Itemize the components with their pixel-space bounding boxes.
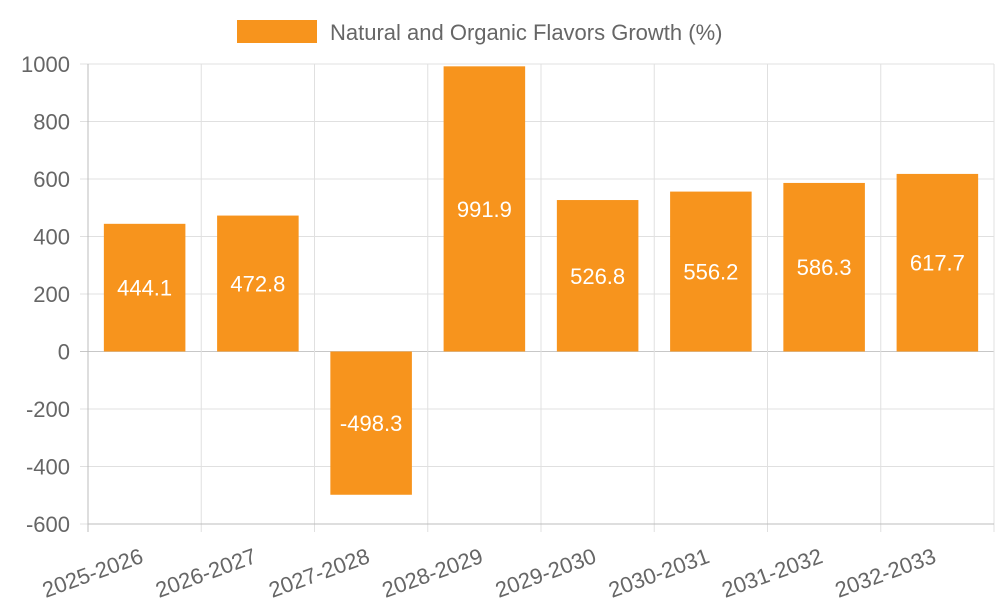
y-tick-label: 0 xyxy=(58,340,70,365)
x-tick-label: 2028-2029 xyxy=(379,543,486,600)
x-tick-label: 2030-2031 xyxy=(605,543,712,600)
bar[interactable] xyxy=(783,182,865,352)
data-label: 586.3 xyxy=(797,255,852,280)
data-label: 556.2 xyxy=(683,260,738,285)
data-label: -498.3 xyxy=(340,411,402,436)
legend-swatch xyxy=(237,20,317,43)
bar[interactable] xyxy=(443,66,526,352)
bar[interactable] xyxy=(330,351,412,495)
x-tick-label: 2026-2027 xyxy=(152,543,259,600)
y-tick-label: 800 xyxy=(33,110,70,135)
y-tick-label: 600 xyxy=(33,167,70,192)
y-tick-label: 200 xyxy=(33,282,70,307)
bar[interactable] xyxy=(217,215,299,352)
x-tick-label: 2029-2030 xyxy=(492,543,599,600)
y-tick-label: -600 xyxy=(26,512,70,537)
y-tick-label: -200 xyxy=(26,397,70,422)
x-tick-label: 2025-2026 xyxy=(39,543,146,600)
y-tick-label: -400 xyxy=(26,455,70,480)
data-label: 526.8 xyxy=(570,264,625,289)
data-label: 444.1 xyxy=(117,276,172,301)
y-axis: 1000 800 600 400 200 0 -200 -400 -600 xyxy=(21,52,70,537)
data-label: 991.9 xyxy=(457,197,512,222)
x-tick-label: 2032-2033 xyxy=(832,543,939,600)
legend[interactable]: Natural and Organic Flavors Growth (%) xyxy=(237,20,722,45)
bar[interactable] xyxy=(896,173,979,352)
x-axis: 2025-2026 2026-2027 2027-2028 2028-2029 2029… xyxy=(39,523,994,600)
bar[interactable] xyxy=(556,200,639,352)
x-tick-label: 2027-2028 xyxy=(265,543,372,600)
bar[interactable] xyxy=(103,223,186,352)
y-tick-label: 1000 xyxy=(21,52,70,77)
x-tick-label: 2031-2032 xyxy=(718,543,825,600)
data-label: 617.7 xyxy=(910,251,965,276)
bar[interactable] xyxy=(670,191,752,352)
data-label: 472.8 xyxy=(230,272,285,297)
legend-label: Natural and Organic Flavors Growth (%) xyxy=(330,20,722,45)
bars: 444.1 472.8 -498.3 991.9 526.8 556.2 586.3 617.… xyxy=(103,66,979,495)
y-tick-label: 400 xyxy=(33,225,70,250)
